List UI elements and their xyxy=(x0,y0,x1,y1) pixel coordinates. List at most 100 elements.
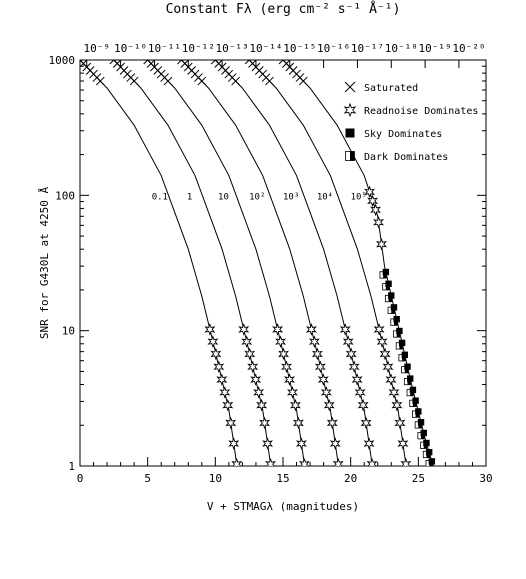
y-axis-label: SNR for G430L at 4250 Å xyxy=(38,186,51,339)
readnoise-marker xyxy=(364,185,376,199)
saturated-stroke xyxy=(95,76,105,86)
readnoise-marker xyxy=(317,373,329,386)
readnoise-marker xyxy=(357,398,369,412)
curve-markers xyxy=(80,60,436,466)
saturated-stroke xyxy=(163,76,173,86)
saturated-stroke xyxy=(129,76,139,86)
readnoise-marker xyxy=(292,416,304,430)
sky-marker xyxy=(404,363,411,370)
sky-marker xyxy=(407,375,414,382)
legend-label: Dark Dominates xyxy=(364,152,448,163)
readnoise-marker xyxy=(376,237,387,251)
readnoise-marker xyxy=(311,347,323,361)
readnoise-marker xyxy=(241,335,253,348)
legend-sky-marker xyxy=(345,128,355,138)
curve-label: 0.1 xyxy=(152,192,168,202)
readnoise-marker xyxy=(219,386,231,399)
readnoise-marker xyxy=(222,398,234,412)
sky-marker xyxy=(423,439,430,447)
sky-marker xyxy=(401,351,408,358)
y-tick-labels: 1 10 100 1000 xyxy=(49,54,76,473)
readnoise-marker xyxy=(213,360,225,374)
readnoise-marker xyxy=(351,373,363,386)
readnoise-marker xyxy=(314,360,326,374)
saturated-stroke xyxy=(298,76,308,86)
readnoise-marker xyxy=(326,416,338,430)
readnoise-marker xyxy=(265,457,277,466)
legend: Saturated Readnoise Dominates Sky Dominate… xyxy=(343,81,478,163)
x-axis-label: V + STMAGλ (magnitudes) xyxy=(207,500,359,513)
top-axis-labels: 10⁻⁹ 10⁻¹⁰ 10⁻¹¹ 10⁻¹² 10⁻¹³ 10⁻¹⁴ 10⁻¹⁵ 10⁻¹⁶ 1… xyxy=(84,42,486,55)
readnoise-marker xyxy=(366,457,378,466)
sky-marker xyxy=(409,386,417,394)
x-tick-label: 25 xyxy=(412,472,425,485)
readnoise-marker xyxy=(388,386,400,399)
readnoise-marker xyxy=(210,347,222,361)
readnoise-marker xyxy=(259,416,271,430)
readnoise-marker xyxy=(323,398,335,412)
readnoise-marker xyxy=(295,437,307,450)
x-tick-label: 0 xyxy=(77,472,84,485)
curve-label: 10² xyxy=(249,192,265,202)
readnoise-marker xyxy=(367,194,379,208)
saturated-marker xyxy=(197,76,207,86)
readnoise-marker xyxy=(289,398,301,412)
sky-marker xyxy=(425,448,433,456)
plot-frame xyxy=(79,59,487,467)
sky-marker xyxy=(388,292,395,299)
top-axis-label: 10⁻¹⁶ xyxy=(317,42,350,55)
legend-item: Saturated xyxy=(344,81,418,94)
readnoise-marker xyxy=(394,416,406,430)
sky-marker xyxy=(415,408,422,415)
sky-marker xyxy=(390,304,398,311)
curve-label: 10⁴ xyxy=(317,192,333,202)
sky-marker xyxy=(396,327,403,335)
saturated-stroke xyxy=(265,76,274,86)
saturated-marker xyxy=(163,76,173,86)
readnoise-marker xyxy=(262,437,274,450)
readnoise-marker xyxy=(400,457,412,466)
readnoise-marker xyxy=(207,335,219,348)
saturated-stroke xyxy=(177,60,183,65)
top-axis-label: 10⁻⁹ xyxy=(84,42,111,55)
readnoise-marker xyxy=(370,203,382,217)
saturated-stroke xyxy=(210,60,217,65)
top-axis-label: 10⁻¹³ xyxy=(216,42,249,55)
readnoise-marker xyxy=(287,386,298,399)
top-axis-label: 10⁻¹⁸ xyxy=(385,42,418,55)
curve-labels: 0.1 1 10 10² 10³ 10⁴ 10⁵ xyxy=(152,192,367,202)
y-tick-label: 1000 xyxy=(49,54,76,67)
legend-item: Readnoise Dominates xyxy=(343,102,478,118)
y-tick-label: 1 xyxy=(68,460,75,473)
legend-readnoise-marker xyxy=(343,102,357,118)
top-axis-label: 10⁻¹⁵ xyxy=(283,42,316,55)
top-axis-label: 10⁻¹⁹ xyxy=(419,42,452,55)
top-axis-label: 10⁻¹⁴ xyxy=(249,42,282,55)
readnoise-marker xyxy=(225,416,237,430)
sky-marker xyxy=(393,315,400,323)
top-axis-label: 10⁻¹⁷ xyxy=(351,42,384,55)
readnoise-marker xyxy=(397,437,409,450)
saturated-marker xyxy=(129,76,139,86)
legend-label: Sky Dominates xyxy=(364,129,442,140)
readnoise-marker xyxy=(278,347,289,361)
readnoise-marker xyxy=(308,335,320,348)
x-tick-labels: 0 5 10 15 20 25 30 xyxy=(77,472,493,485)
saturated-stroke xyxy=(109,60,115,65)
readnoise-marker xyxy=(373,215,385,229)
readnoise-marker xyxy=(253,386,265,399)
readnoise-marker xyxy=(244,347,256,361)
curve-label: 1 xyxy=(187,192,192,202)
readnoise-marker xyxy=(320,386,332,399)
x-tick-label: 15 xyxy=(276,472,289,485)
top-axis-label: 10⁻¹⁰ xyxy=(114,42,147,55)
x-tick-label: 5 xyxy=(144,472,151,485)
readnoise-marker xyxy=(231,457,243,466)
readnoise-marker xyxy=(339,323,351,336)
y-tick-label: 100 xyxy=(55,189,75,202)
readnoise-marker xyxy=(275,335,287,348)
top-axis-label: 10⁻²⁰ xyxy=(452,42,485,55)
readnoise-marker xyxy=(298,457,310,466)
snr-curves xyxy=(80,60,434,466)
readnoise-marker xyxy=(247,360,259,374)
